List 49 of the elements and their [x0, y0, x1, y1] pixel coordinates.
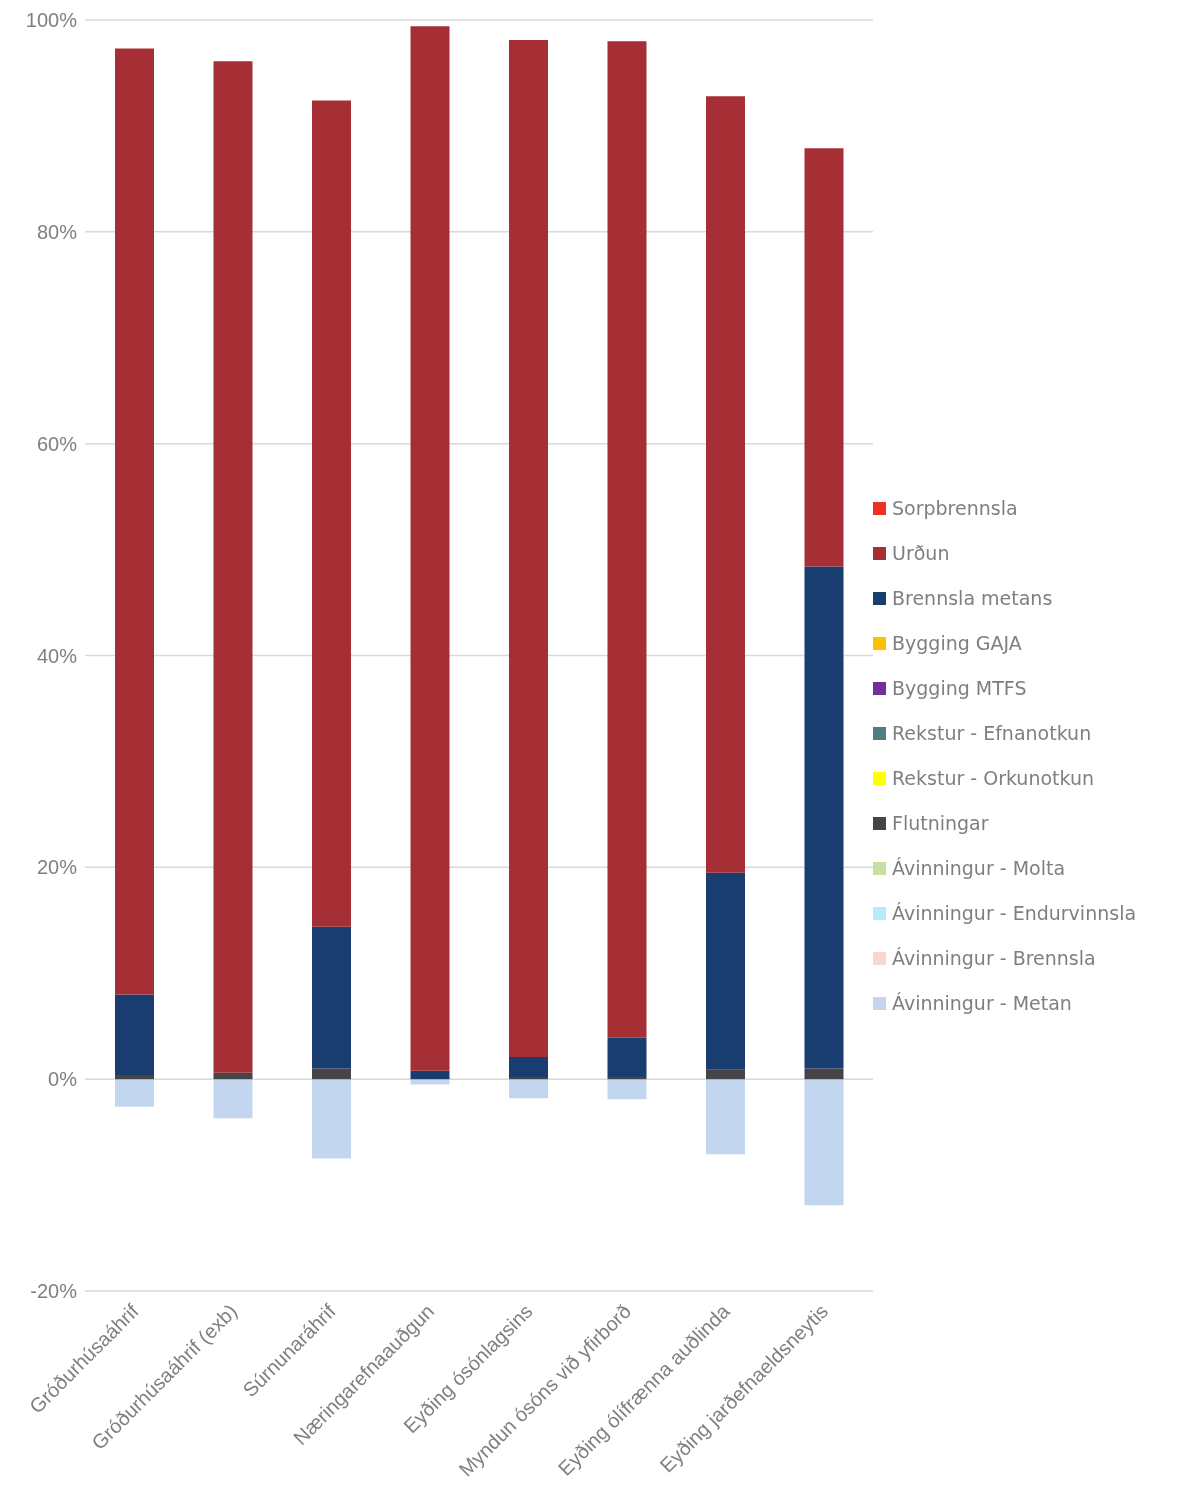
bar — [607, 1037, 647, 1078]
legend-label: Ávinningur - Endurvinnsla — [892, 902, 1137, 924]
bar — [706, 872, 745, 1070]
bar — [213, 61, 253, 1073]
legend-label: Ávinningur - Molta — [892, 857, 1066, 879]
bar — [706, 1069, 745, 1080]
bar — [509, 1077, 548, 1080]
legend-label: Rekstur - Efnanotkun — [892, 722, 1092, 744]
y-tick-label: 40% — [36, 644, 78, 667]
bar — [607, 41, 647, 1038]
bar — [115, 48, 154, 995]
bar — [312, 1079, 351, 1159]
bar — [706, 96, 745, 873]
y-tick-label: 100% — [25, 9, 78, 32]
bar — [804, 148, 844, 567]
legend-label: Bygging GAJA — [892, 632, 1022, 654]
bar — [312, 926, 351, 1069]
bar — [115, 1074, 154, 1080]
bar — [804, 1068, 844, 1080]
bar — [509, 1056, 548, 1078]
y-tick-label: 60% — [36, 432, 78, 455]
legend-label: Bygging MTFS — [892, 677, 1027, 699]
bar — [410, 1079, 450, 1085]
y-tick-label: 20% — [36, 856, 78, 879]
bar — [410, 26, 450, 1071]
y-tick-label: 80% — [36, 220, 78, 243]
y-tick-label: -20% — [30, 1280, 78, 1303]
legend-label: Urðun — [892, 542, 950, 564]
legend-label: Ávinningur - Brennsla — [892, 947, 1096, 969]
bar — [213, 1072, 253, 1080]
bar — [607, 1077, 647, 1080]
legend-label: Ávinningur - Metan — [892, 992, 1072, 1014]
bar — [213, 1079, 253, 1119]
bar — [804, 1079, 844, 1206]
bar — [312, 1068, 351, 1080]
bar — [509, 40, 548, 1057]
bar — [312, 100, 351, 927]
bar — [804, 566, 844, 1069]
bar — [509, 1079, 548, 1099]
legend-label: Flutningar — [892, 812, 989, 834]
bar — [410, 1070, 450, 1080]
bar — [115, 1079, 154, 1107]
bar — [706, 1079, 745, 1155]
y-tick-label: 0% — [48, 1068, 78, 1091]
bar — [607, 1079, 647, 1100]
bar — [115, 994, 154, 1075]
legend-label: Rekstur - Orkunotkun — [892, 767, 1095, 789]
legend-label: Brennsla metans — [892, 587, 1053, 609]
legend-label: Sorpbrennsla — [892, 497, 1018, 519]
